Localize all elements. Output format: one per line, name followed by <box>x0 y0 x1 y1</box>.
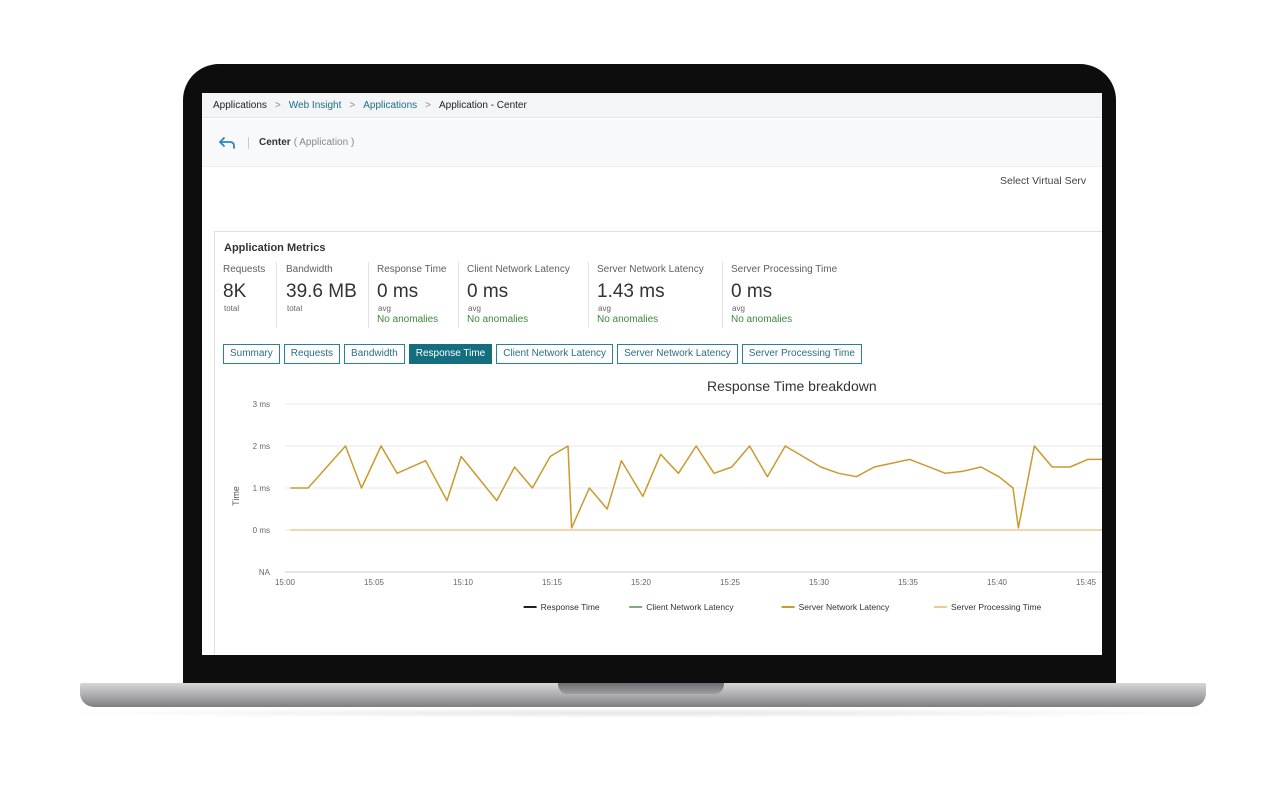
panel-title: Application Metrics <box>224 242 326 254</box>
y-tick-label: 1 ms <box>253 484 270 493</box>
tab-bandwidth[interactable]: Bandwidth <box>344 344 405 364</box>
x-tick-label: 15:30 <box>809 578 830 587</box>
metric-anomalies: No anomalies <box>597 314 659 325</box>
select-virtual-server-label[interactable]: Select Virtual Serv <box>1000 175 1087 187</box>
laptop-hinge-notch <box>558 683 724 694</box>
metric-label: Client Network Latency <box>467 264 570 275</box>
metric-unit: avg <box>468 304 481 313</box>
metric-anomalies: No anomalies <box>731 314 793 325</box>
metric-server-network-latency: Server Network Latency 1.43 ms avg No an… <box>597 264 704 328</box>
legend-label-server-processing-time: Server Processing Time <box>951 602 1041 612</box>
breadcrumb: Applications > Web Insight > Application… <box>202 93 1102 118</box>
series-line-server-network-latency <box>290 445 1102 529</box>
x-tick-label: 15:00 <box>275 578 296 587</box>
metric-unit: avg <box>732 304 745 313</box>
metric-label: Bandwidth <box>286 264 333 275</box>
x-tick-label: 15:05 <box>364 578 385 587</box>
x-tick-label: 15:40 <box>987 578 1008 587</box>
metric-client-network-latency: Client Network Latency 0 ms avg No anoma… <box>467 264 570 328</box>
legend-label-response-time: Response Time <box>541 602 600 612</box>
breadcrumb-current: Application - Center <box>439 99 527 111</box>
metric-unit: avg <box>378 304 391 313</box>
metric-value: 0 ms <box>731 281 773 302</box>
metric-value: 8K <box>223 281 247 302</box>
chevron-right-icon: > <box>425 99 431 111</box>
breadcrumb-applications[interactable]: Applications <box>213 99 267 111</box>
y-tick-label: NA <box>259 568 271 577</box>
metric-anomalies: No anomalies <box>377 314 439 325</box>
metric-unit: total <box>224 304 240 313</box>
metric-label: Requests <box>223 264 266 275</box>
metric-label: Server Processing Time <box>731 264 838 275</box>
metric-value: 0 ms <box>377 281 419 302</box>
metric-divider <box>276 262 277 328</box>
page-subtitle: ( Application ) <box>293 137 355 148</box>
tab-server-network-latency[interactable]: Server Network Latency <box>617 344 738 364</box>
x-tick-label: 15:45 <box>1076 578 1097 587</box>
metric-requests: Requests 8K total <box>223 264 265 328</box>
metric-label: Server Network Latency <box>597 264 704 275</box>
x-tick-label: 15:15 <box>542 578 563 587</box>
metric-bandwidth: Bandwidth 39.6 MB total <box>286 264 357 328</box>
metric-anomalies: No anomalies <box>467 314 529 325</box>
metric-divider <box>458 262 459 328</box>
header-divider <box>248 136 249 149</box>
tab-response-time[interactable]: Response Time <box>408 344 493 364</box>
x-tick-label: 15:25 <box>720 578 741 587</box>
page-title: Center <box>259 137 291 148</box>
metric-value: 0 ms <box>467 281 509 302</box>
chevron-right-icon: > <box>349 99 356 111</box>
metric-divider <box>588 262 589 328</box>
y-axis-label: Time <box>231 486 241 506</box>
metric-server-processing-time: Server Processing Time 0 ms avg No anoma… <box>731 264 837 328</box>
metric-divider <box>722 262 723 328</box>
app-screen: Applications > Web Insight > Application… <box>202 93 1102 655</box>
page-header: Center ( Application ) <box>202 119 1102 167</box>
metric-unit: total <box>287 304 303 313</box>
metric-label: Response Time <box>377 264 447 275</box>
x-tick-label: 15:35 <box>898 578 919 587</box>
tab-requests[interactable]: Requests <box>283 344 341 364</box>
x-tick-label: 15:20 <box>631 578 652 587</box>
breadcrumb-applications-list[interactable]: Applications <box>363 99 418 111</box>
back-arrow-icon[interactable] <box>218 136 236 150</box>
metric-tabs: Summary Requests Bandwidth Response Time… <box>223 344 862 364</box>
application-metrics-panel: Application Metrics Requests 8K total Ba… <box>214 231 1102 655</box>
y-tick-label: 0 ms <box>253 526 270 535</box>
y-tick-label: 2 ms <box>253 442 270 451</box>
y-tick-label: 3 ms <box>253 400 270 409</box>
laptop-shadow <box>40 708 1240 718</box>
tab-server-processing-time[interactable]: Server Processing Time <box>741 344 862 364</box>
metric-response-time: Response Time 0 ms avg No anomalies <box>377 264 446 328</box>
response-time-chart: NA 0 ms 1 ms 2 ms 3 ms Time 15:00 15:05 15:10 15:… <box>231 400 1102 612</box>
legend-label-server-network-latency: Server Network Latency <box>799 602 890 612</box>
metric-unit: avg <box>598 304 611 313</box>
tab-client-network-latency[interactable]: Client Network Latency <box>496 344 614 364</box>
metric-divider <box>368 262 369 328</box>
chart-title: Response Time breakdown <box>707 378 877 394</box>
metric-value: 1.43 ms <box>597 281 665 302</box>
x-tick-label: 15:10 <box>453 578 474 587</box>
tab-summary[interactable]: Summary <box>223 344 280 364</box>
breadcrumb-web-insight[interactable]: Web Insight <box>288 99 342 111</box>
chevron-right-icon: > <box>274 99 281 111</box>
legend-label-client-network-latency: Client Network Latency <box>646 602 734 612</box>
metric-value: 39.6 MB <box>286 281 357 302</box>
